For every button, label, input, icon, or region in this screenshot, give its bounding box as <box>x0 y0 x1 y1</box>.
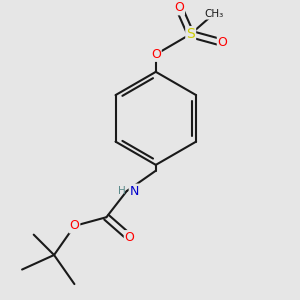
Text: H: H <box>118 186 125 196</box>
Text: CH₃: CH₃ <box>204 9 224 19</box>
Text: S: S <box>186 27 195 41</box>
Text: O: O <box>151 48 161 61</box>
Text: O: O <box>70 219 79 232</box>
Text: N: N <box>130 184 139 197</box>
Text: O: O <box>218 36 228 49</box>
Text: O: O <box>174 2 184 14</box>
Text: O: O <box>125 231 135 244</box>
